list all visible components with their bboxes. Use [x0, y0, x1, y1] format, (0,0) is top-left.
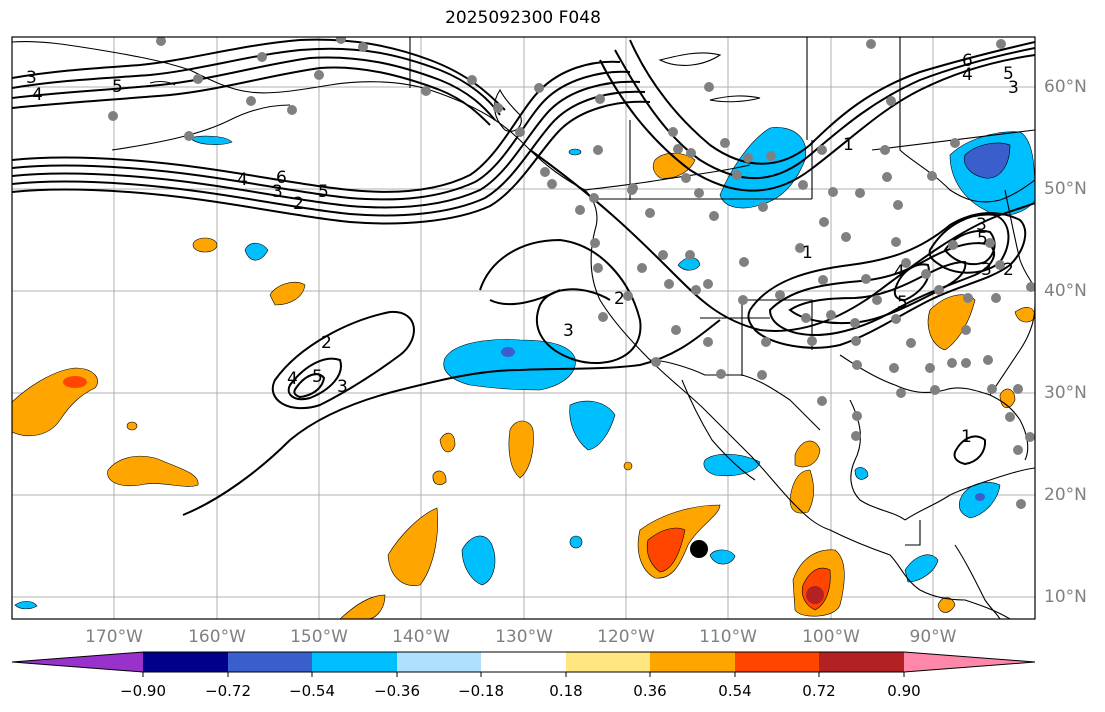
lat-label-50n: 50°N [1044, 179, 1087, 199]
contour-label: 2 [293, 194, 304, 214]
colorbar-tick-label: −0.54 [289, 682, 335, 700]
lon-label-130w: 130°W [495, 627, 553, 647]
contour-label: 3 [337, 377, 348, 397]
contour-label: 3 [976, 215, 987, 235]
graticule [12, 37, 1035, 619]
lon-label-140w: 140°W [392, 627, 450, 647]
colorbar-tick-label: −0.36 [374, 682, 420, 700]
lon-label-120w: 120°W [597, 627, 655, 647]
contour-label: 4 [894, 262, 905, 282]
contour-label: 2 [321, 333, 332, 353]
colorbar-tick-label: 0.72 [802, 682, 836, 700]
contour-label: 6 [962, 51, 973, 71]
contour-label: 3 [563, 321, 574, 341]
contour-label: 1 [916, 77, 927, 97]
lat-label-30n: 30°N [1044, 383, 1087, 403]
contour-label: 5 [897, 293, 908, 313]
lat-label-40n: 40°N [1044, 281, 1087, 301]
contour-label: 5 [1003, 64, 1014, 84]
contour-label: 4 [962, 65, 973, 85]
lat-label-60n: 60°N [1044, 77, 1087, 97]
lon-label-110w: 110°W [699, 627, 757, 647]
contour-label: 2 [1003, 260, 1014, 280]
contour-label: 4 [237, 170, 248, 190]
contour-label: 3 [1008, 78, 1019, 98]
map-frame [11, 36, 1036, 620]
contour-label: 5 [312, 367, 323, 387]
positive-anomaly-regions [12, 152, 1035, 619]
contour-label: 1 [802, 243, 813, 263]
lon-label-90w: 90°W [909, 627, 957, 647]
contour-label: 4 [32, 85, 43, 105]
lon-label-100w: 100°W [802, 627, 860, 647]
storm-center-marker [690, 540, 708, 558]
contour-label: 2 [614, 289, 625, 309]
lon-label-150w: 150°W [290, 627, 348, 647]
map-title: 2025092300 F048 [445, 8, 601, 28]
colorbar-tick-label: −0.72 [205, 682, 251, 700]
contour-label: 3 [981, 260, 992, 280]
contour-label: 5 [318, 182, 329, 202]
colorbar-tick-label: 0.18 [549, 682, 583, 700]
contour-label: 4 [287, 369, 298, 389]
colorbar-tick-label: −0.18 [458, 682, 504, 700]
contour-label: 3 [26, 68, 37, 88]
contour-label: 5 [112, 77, 123, 97]
contour-label: 3 [272, 182, 283, 202]
contour-label: 5 [977, 229, 988, 249]
colorbar-tick-label: 0.36 [633, 682, 667, 700]
height-contours [12, 38, 1035, 516]
lon-label-160w: 160°W [188, 627, 246, 647]
contour-label: 1 [843, 135, 854, 155]
negative-anomaly-regions [14, 127, 1035, 610]
lat-label-10n: 10°N [1044, 587, 1087, 607]
station-markers [108, 37, 1035, 509]
lat-label-20n: 20°N [1044, 485, 1087, 505]
colorbar-tick-label: 0.90 [887, 682, 921, 700]
contour-label: 6 [276, 168, 287, 188]
contour-label: 1 [961, 427, 972, 447]
lon-label-170w: 170°W [85, 627, 143, 647]
coastlines [12, 37, 1035, 619]
colorbar-tick-label: 0.54 [718, 682, 752, 700]
colorbar-tick-label: −0.90 [120, 682, 166, 700]
